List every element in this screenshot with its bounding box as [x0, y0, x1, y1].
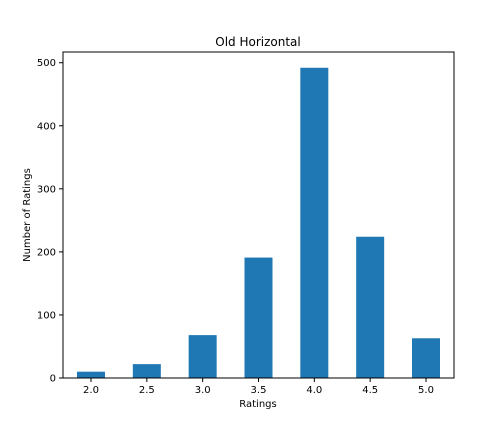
bar-2-0	[77, 371, 105, 378]
bar-4-0	[300, 67, 329, 378]
bar-4-5	[356, 236, 385, 378]
x-tick-label: 2.5	[139, 385, 155, 396]
bar-3-5	[244, 257, 273, 378]
x-axis-label: Ratings	[239, 399, 276, 410]
y-tick-label: 0	[50, 374, 56, 385]
y-tick-label: 100	[37, 310, 56, 321]
x-tick-label: 4.5	[362, 385, 378, 396]
x-tick-label: 3.0	[195, 385, 211, 396]
y-axis-label: Number of Ratings	[22, 168, 33, 262]
bar-2-5	[132, 364, 161, 378]
y-tick-label: 200	[37, 247, 56, 258]
y-tick-label: 300	[37, 184, 56, 195]
bar-5-0	[412, 338, 440, 378]
y-tick-label: 500	[37, 58, 56, 69]
x-tick-label: 2.0	[83, 385, 99, 396]
x-tick-label: 4.0	[306, 385, 322, 396]
x-tick-label: 5.0	[418, 385, 434, 396]
y-tick-label: 400	[37, 121, 56, 132]
bar-3-0	[188, 335, 217, 378]
plot-frame	[62, 51, 455, 379]
bars-layer	[77, 67, 440, 378]
chart-title: Old Horizontal	[215, 35, 300, 49]
x-tick-label: 3.5	[251, 385, 267, 396]
x-axis-ticks: 2.0 2.5 3.0 3.5 4.0 4.5 5.0	[83, 378, 434, 396]
y-axis-ticks: 0 100 200 300 400 500	[37, 58, 63, 385]
